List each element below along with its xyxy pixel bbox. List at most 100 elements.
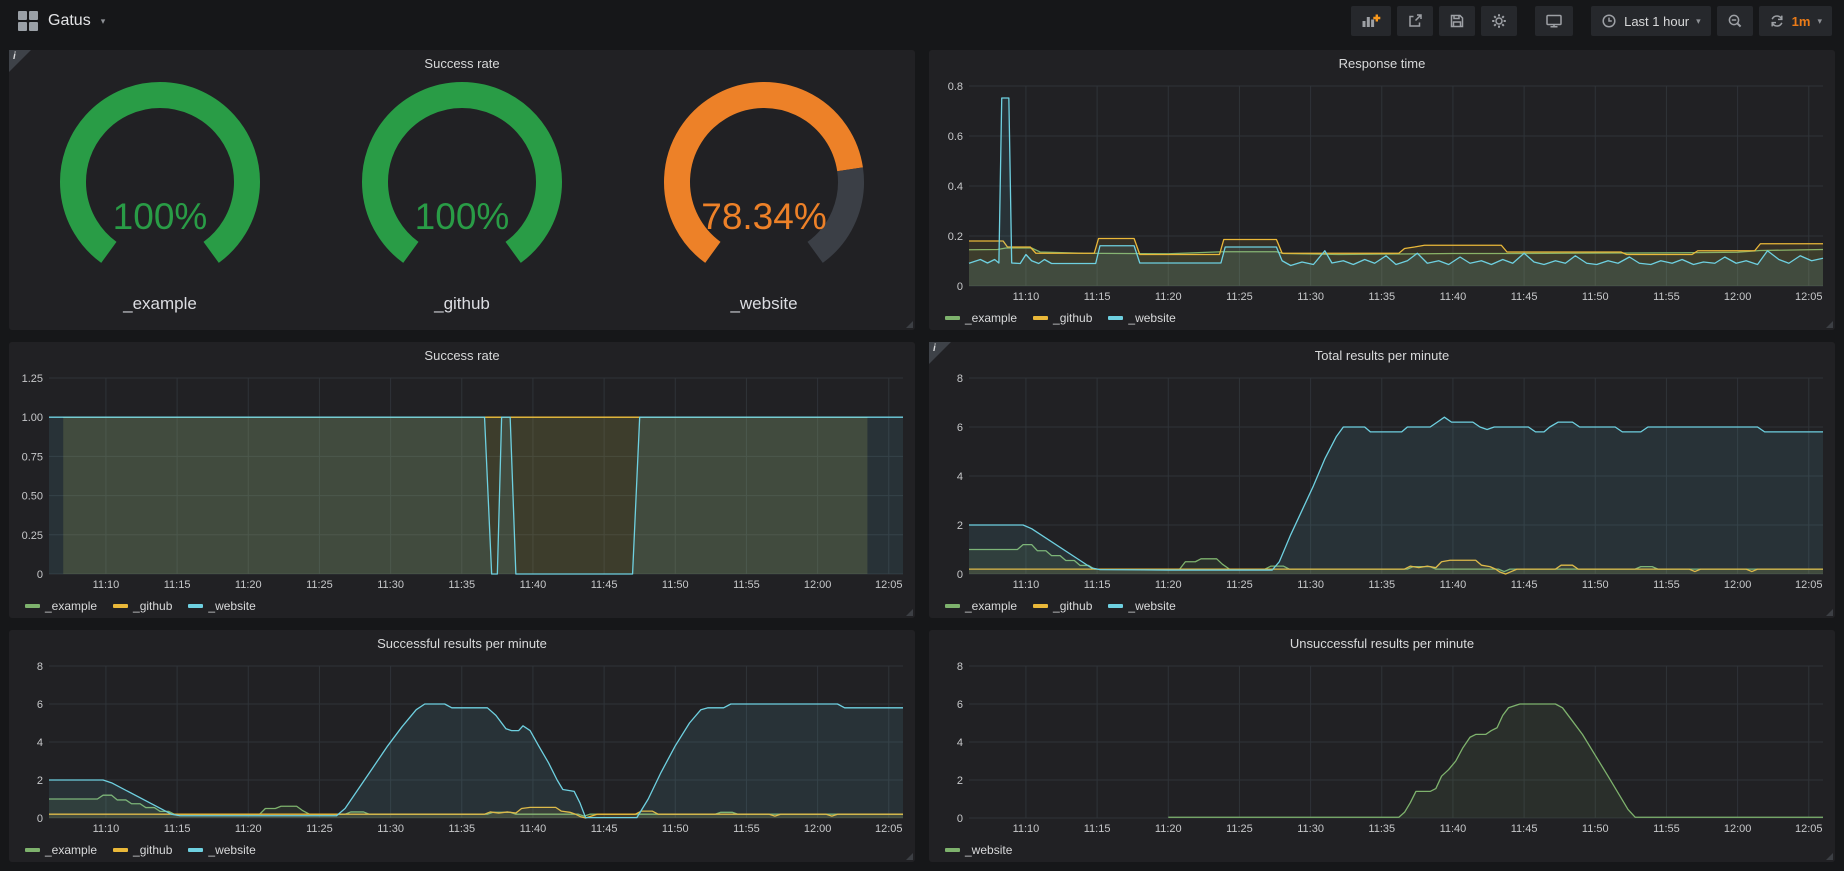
legend-item[interactable]: _example (945, 311, 1017, 325)
svg-text:4: 4 (957, 471, 963, 483)
dashboard-grid: i Success rate 100% _example 100% _githu… (0, 42, 1844, 871)
refresh-button[interactable]: 1m ▾ (1759, 6, 1832, 36)
svg-text:11:20: 11:20 (235, 579, 262, 591)
svg-text:11:15: 11:15 (164, 823, 191, 835)
svg-text:11:20: 11:20 (1155, 579, 1182, 591)
gauge-value: 100% (311, 196, 613, 238)
navbar: Gatus ▾ (0, 0, 1844, 42)
gauge-github: 100% _github (311, 80, 613, 314)
chart-legend: _example _github _website (945, 311, 1176, 325)
svg-text:4: 4 (957, 737, 963, 749)
chart-canvas[interactable]: 00.250.500.751.001.2511:1011:1511:2011:2… (13, 368, 911, 592)
chart-canvas[interactable]: 0246811:1011:1511:2011:2511:3011:3511:40… (933, 656, 1831, 836)
share-icon (1407, 13, 1423, 29)
legend-item[interactable]: _github (113, 843, 172, 857)
panel-title[interactable]: Total results per minute (929, 342, 1835, 368)
gauge-value: 100% (9, 196, 311, 238)
legend-item[interactable]: _website (188, 599, 255, 613)
svg-text:11:30: 11:30 (377, 823, 404, 835)
svg-text:2: 2 (37, 775, 43, 787)
panel-info-icon[interactable]: i (9, 50, 31, 72)
legend-item[interactable]: _website (1108, 311, 1175, 325)
svg-text:11:10: 11:10 (1013, 823, 1040, 835)
legend-item[interactable]: _example (25, 599, 97, 613)
svg-text:11:35: 11:35 (1368, 579, 1395, 591)
chart-legend: _example _github _website (25, 843, 256, 857)
legend-item[interactable]: _github (113, 599, 172, 613)
info-glyph: i (13, 51, 16, 62)
svg-text:11:20: 11:20 (1155, 823, 1182, 835)
svg-text:11:25: 11:25 (1226, 823, 1253, 835)
dashboard-picker-button[interactable]: Gatus ▾ (12, 7, 111, 35)
svg-text:11:50: 11:50 (1582, 291, 1609, 303)
chevron-down-icon: ▾ (1696, 16, 1701, 27)
svg-text:11:25: 11:25 (306, 579, 333, 591)
svg-text:11:25: 11:25 (306, 823, 333, 835)
add-panel-button[interactable] (1351, 6, 1391, 36)
legend-swatch (113, 848, 128, 852)
legend-label: _website (1128, 311, 1175, 325)
svg-text:2: 2 (957, 775, 963, 787)
gauge-label: _website (613, 294, 915, 314)
panel-title[interactable]: Unsuccessful results per minute (929, 630, 1835, 656)
chart-canvas[interactable]: 00.20.40.60.811:1011:1511:2011:2511:3011… (933, 76, 1831, 304)
svg-text:11:55: 11:55 (1653, 823, 1680, 835)
svg-text:11:15: 11:15 (1084, 579, 1111, 591)
panel-total-results: i Total results per minute 0246811:1011:… (929, 342, 1835, 618)
svg-text:12:05: 12:05 (1795, 823, 1823, 835)
panel-success-rate-gauges: i Success rate 100% _example 100% _githu… (9, 50, 915, 330)
svg-text:12:00: 12:00 (804, 579, 832, 591)
zoom-out-button[interactable] (1717, 6, 1753, 36)
chart-canvas[interactable]: 0246811:1011:1511:2011:2511:3011:3511:40… (933, 368, 1831, 592)
panel-title[interactable]: Response time (929, 50, 1835, 76)
svg-text:11:45: 11:45 (591, 823, 618, 835)
legend-item[interactable]: _github (1033, 599, 1092, 613)
legend-label: _website (965, 843, 1012, 857)
legend-item[interactable]: _example (25, 843, 97, 857)
panel-title[interactable]: Success rate (9, 50, 915, 76)
svg-text:8: 8 (957, 373, 963, 385)
dashboard-title: Gatus (48, 12, 91, 30)
panel-success-rate-series: Success rate 00.250.500.751.001.2511:101… (9, 342, 915, 618)
cycle-view-button[interactable] (1535, 6, 1573, 36)
svg-text:11:30: 11:30 (1297, 823, 1324, 835)
legend-swatch (1033, 316, 1048, 320)
zoom-out-icon (1727, 13, 1743, 29)
chart-canvas[interactable]: 0246811:1011:1511:2011:2511:3011:3511:40… (13, 656, 911, 836)
svg-text:1.25: 1.25 (22, 373, 43, 385)
svg-text:12:00: 12:00 (1724, 291, 1752, 303)
svg-text:11:25: 11:25 (1226, 291, 1253, 303)
legend-swatch (188, 848, 203, 852)
legend-item[interactable]: _website (188, 843, 255, 857)
svg-text:11:50: 11:50 (1582, 823, 1609, 835)
legend-item[interactable]: _website (1108, 599, 1175, 613)
gauge-value: 78.34% (613, 196, 915, 238)
legend-item[interactable]: _github (1033, 311, 1092, 325)
svg-text:0.50: 0.50 (22, 491, 43, 503)
panel-title[interactable]: Successful results per minute (9, 630, 915, 656)
time-range-picker[interactable]: Last 1 hour ▾ (1591, 6, 1711, 36)
legend-item[interactable]: _example (945, 599, 1017, 613)
refresh-interval-label: 1m (1792, 14, 1811, 29)
legend-swatch (1108, 604, 1123, 608)
svg-text:0.25: 0.25 (22, 530, 43, 542)
gauge-example: 100% _example (9, 80, 311, 314)
svg-text:8: 8 (37, 661, 43, 673)
svg-text:0: 0 (957, 569, 963, 581)
panel-title[interactable]: Success rate (9, 342, 915, 368)
panel-info-icon[interactable]: i (929, 342, 951, 364)
share-button[interactable] (1397, 6, 1433, 36)
svg-text:11:40: 11:40 (1440, 579, 1467, 591)
svg-text:8: 8 (957, 661, 963, 673)
svg-text:0: 0 (957, 281, 963, 293)
svg-text:11:55: 11:55 (733, 823, 760, 835)
save-button[interactable] (1439, 6, 1475, 36)
settings-button[interactable] (1481, 6, 1517, 36)
svg-text:11:45: 11:45 (591, 579, 618, 591)
legend-swatch (1108, 316, 1123, 320)
legend-item[interactable]: _website (945, 843, 1012, 857)
gauge-row: 100% _example 100% _github 78.34% _websi… (9, 80, 915, 322)
svg-text:11:50: 11:50 (1582, 579, 1609, 591)
add-panel-icon (1361, 13, 1381, 29)
chevron-down-icon: ▾ (1817, 16, 1822, 27)
